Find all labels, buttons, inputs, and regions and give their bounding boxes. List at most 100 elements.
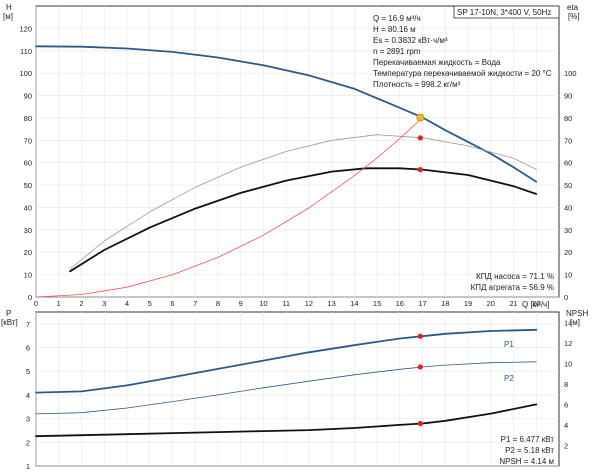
h-tick-label: 100 — [19, 69, 32, 78]
operating-point-marker — [417, 420, 423, 427]
efficiency-info: КПД насоса = 71.1 % КПД агрегата = 56.9 … — [471, 272, 554, 292]
model-box — [453, 5, 560, 19]
h-tick-label: 120 — [19, 24, 32, 33]
operating-point-marker — [417, 135, 423, 141]
npsh-tick-label: 6 — [564, 400, 568, 409]
head-chart-series — [35, 45, 538, 298]
eta-tick-label: 70 — [564, 136, 572, 145]
series-line — [35, 117, 424, 298]
x-tick-label: 8 — [216, 299, 220, 308]
info-line: Es = 0.3832 кВт·ч/м³ — [373, 36, 448, 45]
h-tick-label: 30 — [24, 226, 32, 235]
eta-tick-label: 40 — [564, 203, 572, 212]
x-tick-label: 14 — [350, 299, 358, 308]
h-tick-label: 70 — [24, 136, 32, 145]
h-tick-label: 90 — [24, 92, 32, 101]
power-info: P1 = 6.477 кВт P2 = 5.18 кВт NPSH = 4.14… — [499, 435, 554, 466]
unit-efficiency-label: КПД агрегата = 56.9 % — [471, 283, 554, 292]
h-tick-label: 60 — [24, 159, 32, 168]
info-line: Плотность = 998.2 кг/м³ — [373, 80, 461, 89]
eta-tick-label: 30 — [564, 226, 572, 235]
x-tick-label: 21 — [509, 299, 517, 308]
eta-tick-label: 20 — [564, 248, 572, 257]
info-line: P2 = 5.18 кВт — [505, 446, 554, 455]
eta-tick-label: 100 — [564, 69, 577, 78]
eta-tick-label: 10 — [564, 271, 572, 280]
npsh-tick-label: 2 — [564, 441, 568, 450]
npsh-tick-label: 10 — [564, 359, 572, 368]
npsh-tick-label: 4 — [564, 421, 568, 430]
info-line: Q = 16.9 м³/ч — [373, 14, 421, 23]
power-chart-series — [35, 328, 538, 438]
series-line — [35, 403, 538, 438]
npsh-tick-label: 12 — [564, 339, 572, 348]
series-line — [69, 167, 538, 273]
x-tick-label: 19 — [464, 299, 472, 308]
operating-info: Q = 16.9 м³/ч H = 80.16 м Es = 0.3832 кВ… — [373, 14, 552, 89]
p-tick-label: 6 — [26, 344, 30, 353]
x-tick-label: 10 — [259, 299, 267, 308]
info-line: n = 2891 rpm — [373, 47, 421, 56]
h-tick-label: 50 — [24, 181, 32, 190]
h-tick-label: 0 — [28, 293, 32, 302]
model-label: SP 17-10N, 3*400 V, 50Hz — [457, 8, 551, 17]
x-tick-label: 6 — [170, 299, 174, 308]
eta-tick-label: 90 — [564, 92, 572, 101]
eta-tick-label: 0 — [564, 293, 568, 302]
info-line: Перекачиваемая жидкость = Вода — [373, 58, 501, 67]
x-tick-label: 17 — [418, 299, 426, 308]
x-tick-label: 9 — [239, 299, 243, 308]
x-tick-label: 13 — [327, 299, 335, 308]
operating-point-marker — [417, 333, 423, 339]
p-tick-label: 1 — [26, 462, 30, 471]
x-tick-label: 12 — [305, 299, 313, 308]
p-tick-label: 2 — [26, 438, 30, 447]
npsh-axis-unit: [м] — [570, 318, 580, 327]
p-tick-label: 4 — [26, 391, 30, 400]
x-tick-label: 5 — [148, 299, 152, 308]
p1-series-label: P1 — [504, 340, 514, 349]
h-tick-label: 110 — [20, 47, 32, 56]
p-tick-label: 5 — [26, 367, 30, 376]
pump-efficiency-label: КПД насоса = 71.1 % — [476, 272, 554, 281]
eta-tick-label: 60 — [564, 159, 572, 168]
info-line: P1 = 6.477 кВт — [501, 435, 555, 444]
x-tick-label: 18 — [441, 299, 449, 308]
series-line — [69, 134, 537, 270]
operating-point-marker — [417, 167, 423, 173]
info-line: H = 80.16 м — [373, 25, 416, 34]
x-tick-label: 11 — [282, 299, 290, 308]
h-tick-label: 40 — [24, 203, 32, 212]
h-tick-label: 10 — [24, 271, 32, 280]
operating-point-marker — [417, 364, 423, 370]
x-tick-label: 3 — [102, 299, 106, 308]
x-tick-label: 15 — [373, 299, 381, 308]
series-line — [35, 328, 538, 394]
series-line — [35, 361, 537, 415]
p-tick-label: 3 — [26, 415, 30, 424]
p2-series-label: P2 — [504, 374, 514, 383]
info-line: NPSH = 4.14 м — [499, 457, 554, 466]
npsh-axis-label: NPSH — [566, 309, 588, 318]
x-tick-label: 22 — [532, 299, 540, 308]
h-axis-unit: [м] — [3, 12, 13, 21]
duty-point-marker — [416, 113, 425, 122]
x-tick-label: 16 — [396, 299, 404, 308]
p-tick-label: 7 — [26, 320, 30, 329]
p-axis-label: P — [6, 309, 11, 318]
x-tick-label: 20 — [487, 299, 495, 308]
p-axis-unit: [кВт] — [1, 318, 18, 327]
x-tick-label: 2 — [79, 299, 83, 308]
x-tick-label: 4 — [125, 299, 129, 308]
info-line: Температура перекачиваемой жидкости = 20… — [373, 69, 552, 78]
npsh-tick-label: 14 — [564, 318, 572, 327]
x-tick-label: 1 — [57, 299, 61, 308]
eta-tick-label: 50 — [564, 181, 572, 190]
q-axis-label: Q [м³/ч] — [522, 300, 549, 309]
eta-axis-unit: [%] — [568, 12, 580, 21]
power-chart-grid — [35, 312, 559, 467]
x-tick-label: 0 — [34, 299, 38, 308]
h-tick-label: 80 — [24, 114, 32, 123]
npsh-tick-label: 8 — [564, 380, 568, 389]
